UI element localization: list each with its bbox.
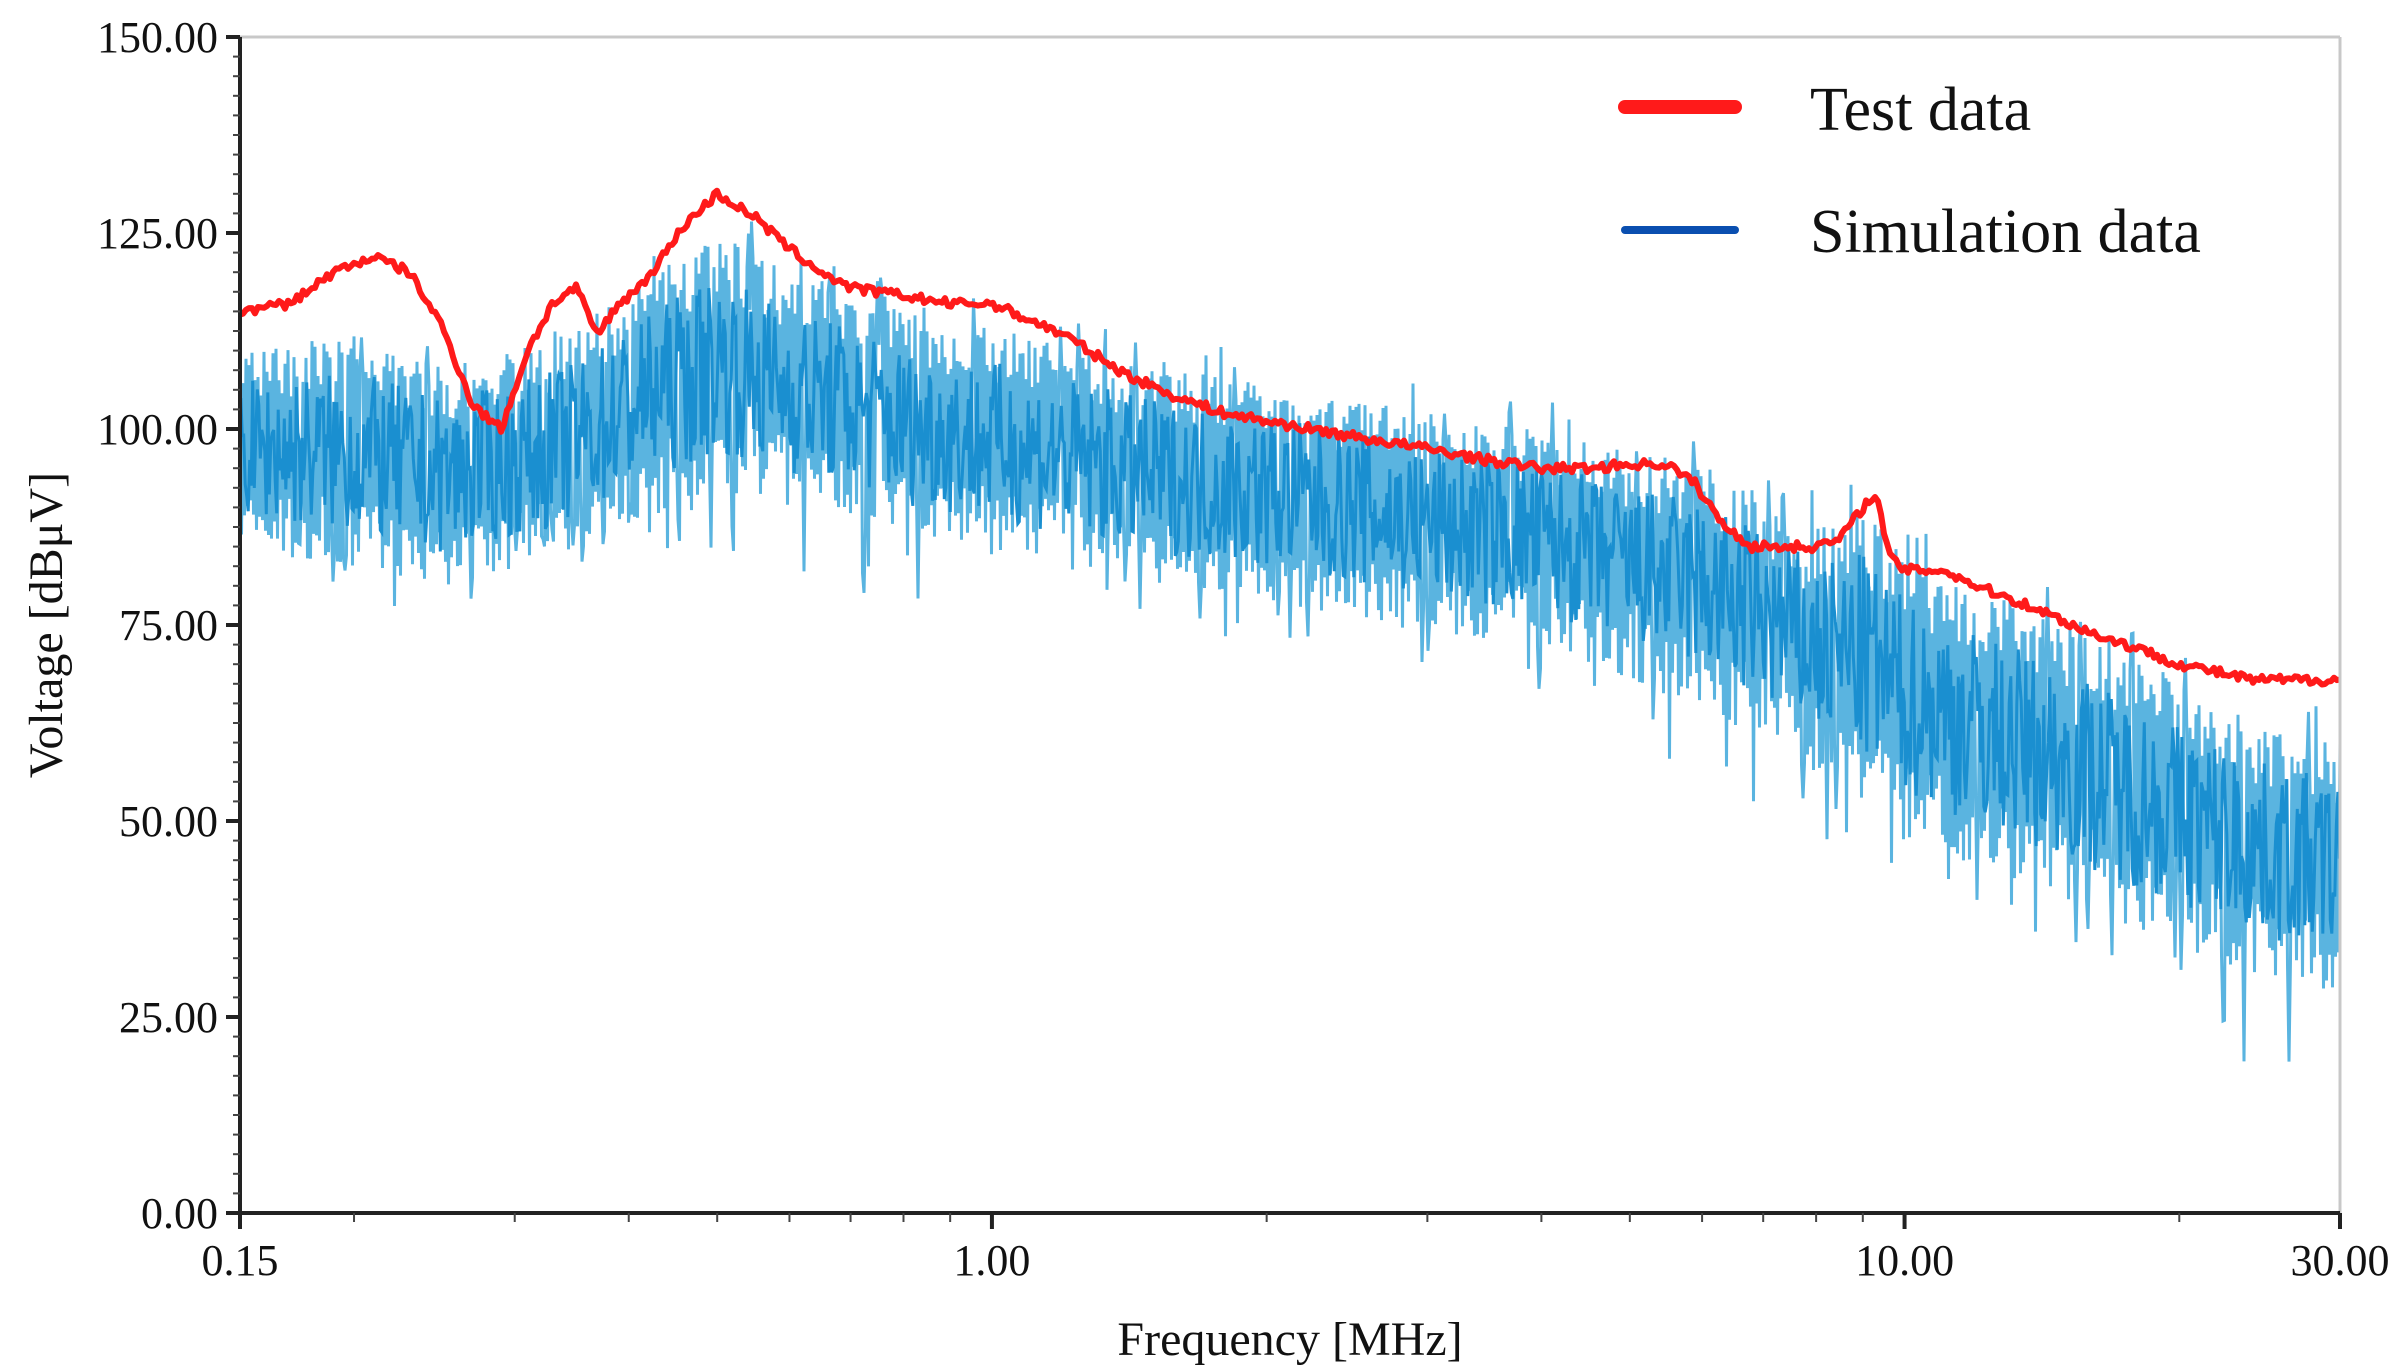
simulation-series (238, 221, 2342, 1062)
x-axis-title: Frequency [MHz] (1117, 1313, 1462, 1366)
simulation-data-line (239, 288, 2341, 941)
legend-label-simulation: Simulation data (1810, 198, 2201, 266)
legend: Test data Simulation data (1618, 76, 2201, 266)
y-tick-label-1: 25.00 (119, 993, 218, 1042)
y-tick-label-5: 125.00 (97, 209, 218, 258)
x-tick-label-1: 1.00 (953, 1236, 1030, 1285)
y-tick-label-4: 100.00 (97, 405, 218, 454)
y-tick-label-0: 0.00 (141, 1189, 218, 1238)
axes (226, 35, 2342, 1229)
x-tick-label-3: 30.00 (2291, 1236, 2390, 1285)
tick-labels: 0.00 25.00 50.00 75.00 100.00 125.00 150.00 0.1… (97, 13, 2390, 1285)
y-axis-title: Voltage [dBμV] (20, 472, 73, 778)
y-tick-label-6: 150.00 (97, 13, 218, 62)
x-tick-label-2: 10.00 (1855, 1236, 1954, 1285)
simulation-noise-light (238, 221, 2342, 1062)
legend-label-test: Test data (1810, 76, 2031, 144)
y-tick-label-3: 75.00 (119, 601, 218, 650)
y-tick-label-2: 50.00 (119, 797, 218, 846)
x-tick-label-0: 0.15 (202, 1236, 279, 1285)
test-data-line (239, 187, 2341, 688)
test-series (239, 187, 2341, 688)
